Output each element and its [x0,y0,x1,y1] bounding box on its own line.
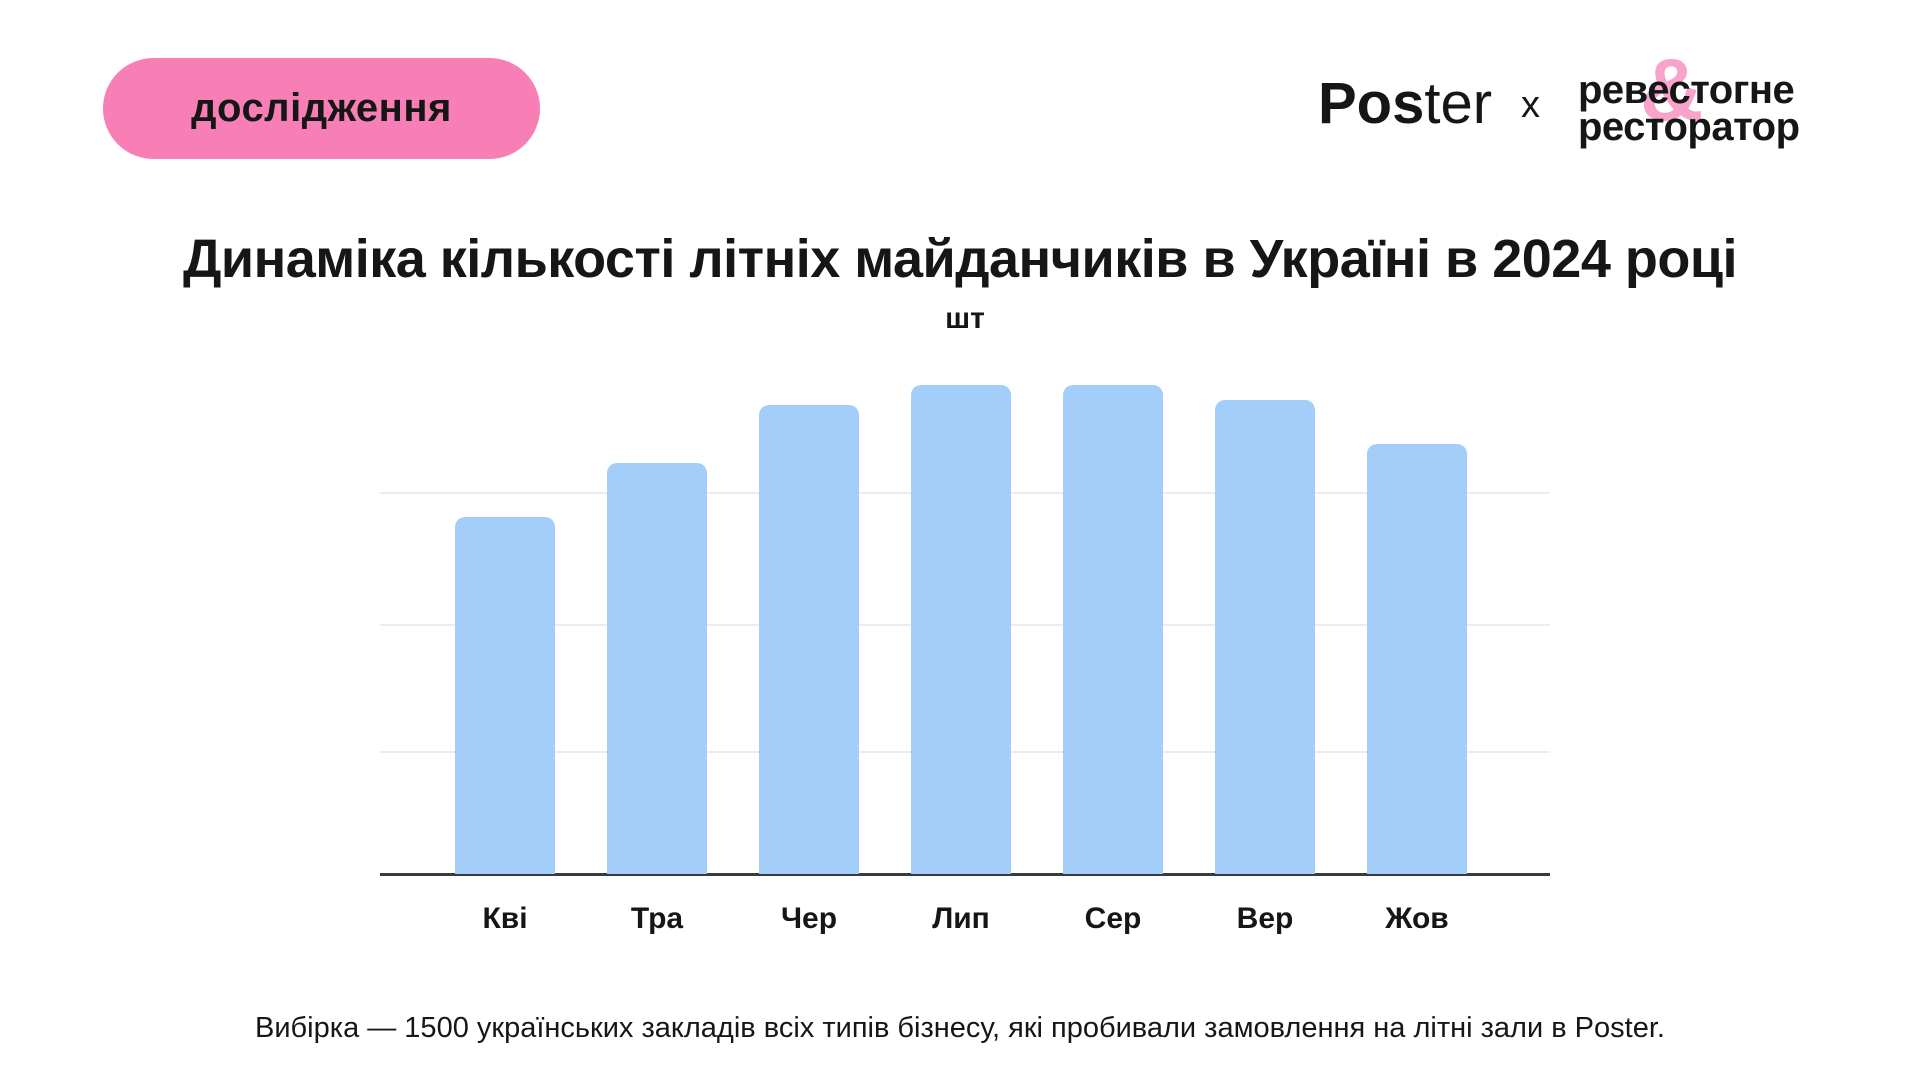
x-axis-label-Вер: Вер [1236,902,1294,935]
partner-logo-line1: ревестогне [1578,70,1838,110]
plot-area [380,370,1550,876]
bar-Лип [911,385,1011,874]
research-badge-label: дослідження [191,86,452,130]
poster-logo-bold: Pos [1318,71,1425,136]
bar-Сер [1063,385,1163,874]
partner-logo-line1-left: реве [1578,68,1669,112]
x-axis-line [380,873,1550,876]
partner-logo-line1-right: стогне [1668,68,1795,112]
unit-label: шт [945,302,985,335]
x-axis-label-Чер: Чер [780,902,838,935]
page-title: Динаміка кількості літніх майданчиків в … [182,229,1738,289]
bar-Чер [759,405,859,874]
bar-Вер [1215,400,1315,874]
logo-separator-x: x [1521,84,1540,126]
partner-logo-text: ревестогне ресторатор [1578,70,1838,149]
x-axis-label-Кві: Кві [482,902,528,935]
x-axis-label-Лип: Лип [932,902,990,935]
bar-Тра [607,463,707,874]
x-axis-label-Жов: Жов [1385,902,1449,935]
bar-Жов [1367,444,1467,874]
bar-Кві [455,517,555,874]
research-badge: дослідження [103,58,540,159]
poster-logo-light: ter [1424,71,1493,136]
ampersand-icon: & [1640,40,1704,139]
footnote: Вибірка — 1500 українських закладів всіх… [255,1012,1665,1044]
x-axis-label-Тра: Тра [630,902,684,935]
partner-logo-line2: ресторатор [1578,105,1800,149]
partner-logo: & ревестогне ресторатор [1578,46,1838,149]
bar-chart: Кві Тра Чер Лип Сер Вер Жов [380,370,1550,940]
poster-logo: Poster [1318,70,1492,137]
x-axis-label-Сер: Сер [1084,902,1142,935]
